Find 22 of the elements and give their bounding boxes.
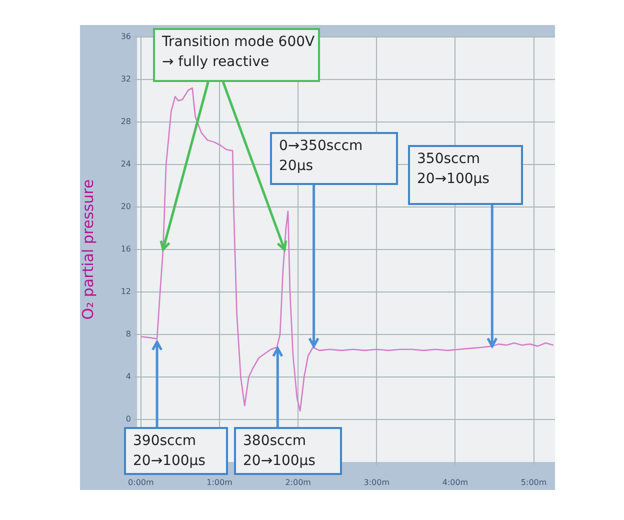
- y-tick-label: 20: [120, 202, 131, 212]
- x-tick-label: 2:00m: [285, 478, 312, 487]
- x-tick-label: 3:00m: [364, 478, 390, 487]
- y-tick-label: 8: [126, 330, 131, 339]
- x-tick-label: 4:00m: [442, 478, 468, 487]
- y-tick-label: 32: [120, 74, 131, 84]
- x-tick-label: 5:00m: [520, 478, 547, 487]
- y-axis-title: O₂ partial pressure: [78, 179, 97, 320]
- y-tick-label: 12: [120, 287, 131, 296]
- x-tick-label: 1:00m: [206, 478, 233, 487]
- annotation: 390sccm 20→100µs: [124, 427, 228, 475]
- y-tick-label: 36: [120, 32, 131, 42]
- annotation: Transition mode 600V → fully reactive: [153, 28, 320, 82]
- y-tick-label: 16: [120, 244, 131, 254]
- annotation: 350sccm 20→100µs: [408, 145, 523, 205]
- x-tick-label: 0:00m: [128, 478, 154, 487]
- y-tick-label: 28: [120, 117, 131, 126]
- y-tick-label: 0: [126, 414, 131, 424]
- y-tick-label: 24: [120, 160, 131, 169]
- annotation: 0→350sccm 20µs: [270, 132, 398, 185]
- annotation: 380sccm 20→100µs: [234, 427, 342, 475]
- y-tick-label: 4: [126, 372, 131, 382]
